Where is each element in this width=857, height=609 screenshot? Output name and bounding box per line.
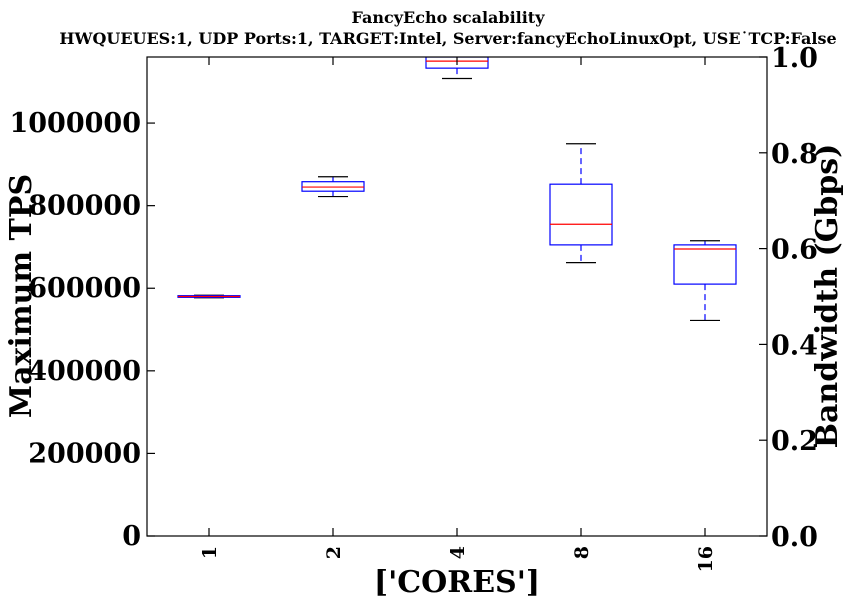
y2-axis-label: Bandwidth (Gbps)	[810, 144, 845, 449]
x-tick-label: 16	[695, 546, 717, 572]
y2-tick-label: 0.6	[771, 235, 818, 266]
x-tick-label: 1	[199, 546, 221, 559]
x-tick-label: 8	[571, 546, 593, 559]
y2-tick-label: 0.2	[771, 426, 818, 457]
y-tick-label: 1000000	[9, 108, 141, 139]
y2-tick-label: 0.0	[771, 522, 818, 553]
y-tick-label: 600000	[28, 273, 141, 304]
boxes-layer	[177, 57, 737, 322]
box-iqr	[673, 244, 737, 285]
y-tick-label: 800000	[28, 191, 141, 222]
box-iqr	[549, 183, 613, 246]
y-axis-label: Maximum TPS	[4, 174, 39, 418]
x-axis-label: ['CORES']	[374, 565, 540, 600]
y-tick-label: 0	[122, 521, 141, 552]
y2-tick-label: 1.0	[771, 43, 818, 74]
y2-tick-label: 0.8	[771, 139, 818, 170]
box-iqr	[425, 57, 489, 69]
x-tick-label: 2	[323, 546, 345, 559]
box-iqr	[301, 181, 365, 192]
x-tick-label: 4	[447, 546, 469, 559]
y2-tick-label: 0.4	[771, 330, 818, 361]
y-tick-label: 400000	[28, 356, 141, 387]
ticks-layer: 0 200000 400000 600000 800000 1000000 0.0 0.2 0.…	[9, 43, 818, 572]
chart-subtitle: HWQUEUES:1, UDP Ports:1, TARGET:Intel, S…	[59, 29, 836, 48]
chart-title: FancyEcho scalability	[351, 8, 545, 27]
y-tick-label: 200000	[28, 438, 141, 469]
